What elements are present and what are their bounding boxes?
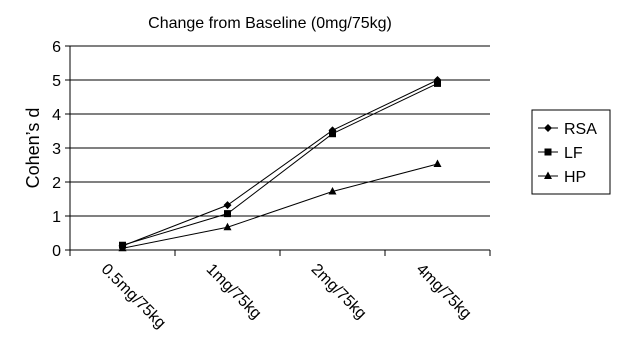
legend-label-hp: HP xyxy=(564,169,586,186)
y-tick-label: 4 xyxy=(52,107,61,124)
y-tick-label: 3 xyxy=(52,141,61,158)
grid-layer xyxy=(70,45,490,217)
series-hp xyxy=(118,159,442,252)
legend: RSA LF HP xyxy=(531,109,611,195)
legend-item-rsa: RSA xyxy=(538,121,597,138)
series-line-hp xyxy=(122,163,438,249)
legend-marker-rsa xyxy=(544,124,552,132)
data-point-rsa xyxy=(223,201,232,210)
data-point-lf xyxy=(329,130,336,138)
legend-marker-hp xyxy=(544,171,552,179)
data-point-lf xyxy=(224,210,231,218)
x-tick-label: 4mg/75kg xyxy=(413,261,475,323)
axes-layer: 0 1 2 3 4 5 6 0.5mg/75kg 1mg/75kg 2mg/75kg 4mg/75k… xyxy=(52,39,491,332)
legend-item-lf: LF xyxy=(538,145,583,162)
y-tick-label: 1 xyxy=(52,209,61,226)
data-point-hp xyxy=(433,159,442,167)
legend-label-lf: LF xyxy=(564,145,583,162)
y-tick-label: 2 xyxy=(52,175,61,192)
data-point-hp xyxy=(118,243,127,252)
y-axis-label: Cohen’s d xyxy=(23,108,43,189)
legend-marker-lf xyxy=(544,148,552,156)
series-lf xyxy=(119,79,441,249)
chart-title: Change from Baseline (0mg/75kg) xyxy=(148,15,392,32)
data-point-lf xyxy=(434,79,441,87)
y-tick-label: 5 xyxy=(52,73,61,90)
series-line-lf xyxy=(122,82,438,246)
x-tick-label: 0.5mg/75kg xyxy=(98,261,169,332)
y-tick-label: 0 xyxy=(52,243,61,260)
legend-item-hp: HP xyxy=(538,169,586,186)
data-point-hp xyxy=(328,187,337,195)
series-line-rsa xyxy=(122,79,438,247)
y-tick-label: 6 xyxy=(52,39,61,56)
series-rsa xyxy=(118,76,442,250)
x-tick-label: 2mg/75kg xyxy=(308,261,370,323)
data-point-hp xyxy=(223,222,232,231)
legend-label-rsa: RSA xyxy=(564,121,597,138)
series-layer xyxy=(118,76,442,252)
x-tick-label: 1mg/75kg xyxy=(203,261,265,323)
